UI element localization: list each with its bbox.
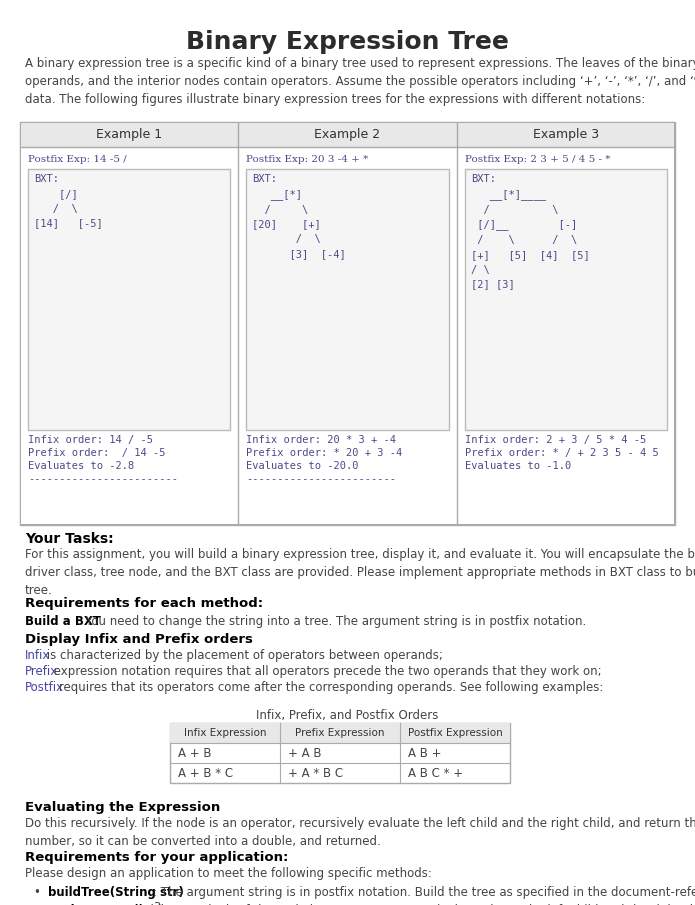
Text: requires that its operators come after the corresponding operands. See following: requires that its operators come after t… [55,681,603,694]
Text: : The argument string is in postfix notation. Build the tree as specified in the: : The argument string is in postfix nota… [153,886,695,905]
Text: ------------------------: ------------------------ [246,474,396,484]
Text: BXT:
    [/]
   /  \
[14]   [-5]: BXT: [/] / \ [14] [-5] [34,174,103,228]
Text: Infix Expression: Infix Expression [183,728,266,738]
Text: •: • [33,886,40,899]
Text: A + B * C: A + B * C [178,767,233,779]
Text: ------------------------: ------------------------ [28,474,178,484]
Text: A B +: A B + [408,747,441,759]
Text: Prefix Expression: Prefix Expression [295,728,385,738]
Text: Infix: Infix [25,649,50,662]
Text: Postfix Exp: 14 -5 /: Postfix Exp: 14 -5 / [28,155,126,164]
Bar [21,123,674,524]
Text: + A B: + A B [288,747,322,759]
Text: + A * B C: + A * B C [288,767,343,779]
Text: Display Infix and Prefix orders: Display Infix and Prefix orders [25,633,253,646]
Text: Binary Expression Tree: Binary Expression Tree [186,30,509,54]
Bar [465,169,667,430]
Text: For this assignment, you will build a binary expression tree, display it, and ev: For this assignment, you will build a bi… [25,548,695,597]
Text: Requirements for your application:: Requirements for your application: [25,851,288,864]
Text: Example 1: Example 1 [96,128,162,141]
Text: buildTree(String str): buildTree(String str) [48,886,184,899]
Text: Evaluates to -2.8: Evaluates to -2.8 [28,461,134,471]
Text: Prefix order: * / + 2 3 5 - 4 5: Prefix order: * / + 2 3 5 - 4 5 [465,448,658,458]
Text: Build a BXT: Build a BXT [25,615,101,628]
Text: A binary expression tree is a specific kind of a binary tree used to represent e: A binary expression tree is a specific k… [25,57,695,106]
Text: Please design an application to meet the following specific methods:: Please design an application to meet the… [25,867,432,880]
Bar [170,723,510,743]
Bar [28,169,230,430]
Text: Infix order: 2 + 3 / 5 * 4 -5: Infix order: 2 + 3 / 5 * 4 -5 [465,435,646,445]
Text: •: • [33,904,40,905]
Bar [21,123,674,147]
Text: Your Tasks:: Your Tasks: [25,532,113,546]
Text: A B C * +: A B C * + [408,767,463,779]
Text: expression notation requires that all operators precede the two operands that th: expression notation requires that all op… [50,665,602,678]
Text: Do this recursively. If the node is an operator, recursively evaluate the left c: Do this recursively. If the node is an o… [25,817,695,848]
Text: Example 2: Example 2 [314,128,381,141]
Text: Postfix Exp: 20 3 -4 + *: Postfix Exp: 20 3 -4 + * [246,155,368,164]
Text: Prefix order:  / 14 -5: Prefix order: / 14 -5 [28,448,165,458]
Text: Prefix: Prefix [25,665,58,678]
Text: Postfix: Postfix [25,681,64,694]
Text: : You need to change the string into a tree. The argument string is in postfix n: : You need to change the string into a t… [78,615,587,628]
Text: Infix order: 14 / -5: Infix order: 14 / -5 [28,435,153,445]
Text: Prefix order: * 20 + 3 -4: Prefix order: * 20 + 3 -4 [246,448,402,458]
Text: BXT:
   __[*]
  /     \
[20]    [+]
       /  \
      [3]  [-4]: BXT: __[*] / \ [20] [+] / \ [3] [-4] [252,174,346,259]
Text: : Do this recursively. If the node is an operator, recursively evaluate the left: : Do this recursively. If the node is an… [118,904,695,905]
Text: is characterized by the placement of operators between operands;: is characterized by the placement of ope… [43,649,443,662]
Text: Evaluates to -1.0: Evaluates to -1.0 [465,461,571,471]
Text: Postfix Expression: Postfix Expression [408,728,502,738]
Text: Evaluates to -20.0: Evaluates to -20.0 [246,461,359,471]
Text: eveluateTree(): eveluateTree() [48,904,145,905]
Text: Evaluating the Expression: Evaluating the Expression [25,801,220,814]
Bar [170,723,510,783]
Text: Postfix Exp: 2 3 + 5 / 4 5 - *: Postfix Exp: 2 3 + 5 / 4 5 - * [465,155,610,164]
Text: Requirements for each method:: Requirements for each method: [25,597,263,610]
Text: BXT:
   __[*]____
  /          \
 [/]__        [-]
 /    \      /  \
[+]   [5]  : BXT: __[*]____ / \ [/]__ [-] / \ / \ [+]… [471,174,589,290]
Text: Infix, Prefix, and Postfix Orders: Infix, Prefix, and Postfix Orders [256,709,438,722]
Bar [20,122,675,525]
Bar [246,169,449,430]
Text: A + B: A + B [178,747,211,759]
Text: Example 3: Example 3 [533,128,599,141]
Text: Infix order: 20 * 3 + -4: Infix order: 20 * 3 + -4 [246,435,396,445]
